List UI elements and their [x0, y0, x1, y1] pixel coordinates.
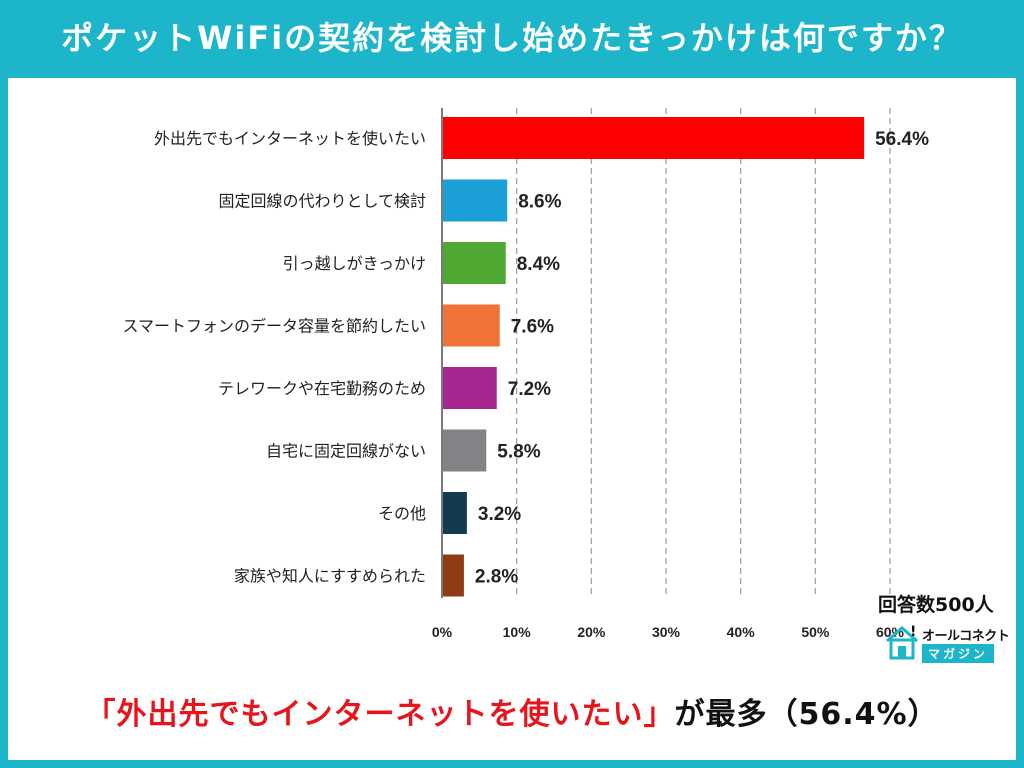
- respondent-count: 回答数500人: [878, 594, 994, 616]
- house-icon: !: [886, 624, 918, 660]
- bar: [443, 367, 497, 409]
- x-tick-label: 50%: [801, 624, 830, 640]
- category-label: その他: [378, 504, 426, 523]
- category-label: 固定回線の代わりとして検討: [218, 192, 426, 211]
- bar: [443, 117, 865, 159]
- value-label: 8.6%: [518, 192, 561, 213]
- bar: [443, 429, 487, 472]
- svg-text:!: !: [910, 624, 916, 640]
- bar: [443, 304, 500, 347]
- category-label: 自宅に固定回線がない: [266, 442, 426, 461]
- summary-text: 「外出先でもインターネットを使いたい」が最多（56.4%）: [85, 689, 938, 733]
- summary-result: が最多（56.4%）: [674, 697, 939, 732]
- x-tick-label: 40%: [727, 624, 756, 640]
- summary-banner: 「外出先でもインターネットを使いたい」が最多（56.4%）: [24, 674, 1000, 748]
- bar-chart: 外出先でもインターネットを使いたい 56.4% 固定回線の代わりとして検討 8.6% 引…: [122, 108, 929, 640]
- logo-subname: マガジン: [922, 644, 995, 663]
- x-tick-label: 0%: [432, 624, 453, 640]
- chart-panel: 外出先でもインターネットを使いたい 56.4% 固定回線の代わりとして検討 8.6% 引…: [8, 78, 1016, 760]
- category-label: 家族や知人にすすめられた: [234, 567, 426, 586]
- header-bar: ポケットWiFiの契約を検討し始めたきっかけは何ですか？: [0, 0, 1024, 72]
- category-label: 引っ越しがきっかけ: [283, 254, 426, 273]
- x-tick-label: 10%: [503, 624, 532, 640]
- brand-logo: ! オールコネクト マガジン: [884, 623, 1010, 667]
- x-axis-ticks: 0% 10% 20% 30% 40% 50% 60%: [432, 624, 905, 640]
- bars: 外出先でもインターネットを使いたい 56.4% 固定回線の代わりとして検討 8.6% 引…: [122, 117, 929, 597]
- value-label: 56.4%: [875, 129, 929, 150]
- bar: [443, 242, 506, 284]
- gridlines: [516, 108, 891, 598]
- value-label: 2.8%: [475, 567, 518, 588]
- value-label: 7.2%: [508, 379, 551, 400]
- summary-highlight: 「外出先でもインターネットを使いたい」: [85, 697, 675, 732]
- category-label: テレワークや在宅勤務のため: [218, 379, 426, 398]
- x-tick-label: 30%: [652, 624, 681, 640]
- bar: [443, 554, 464, 597]
- value-label: 8.4%: [517, 254, 560, 275]
- category-label: 外出先でもインターネットを使いたい: [154, 129, 426, 148]
- category-label: スマートフォンのデータ容量を節約したい: [122, 317, 426, 336]
- value-label: 7.6%: [511, 317, 554, 338]
- value-label: 5.8%: [497, 442, 540, 463]
- value-label: 3.2%: [478, 504, 521, 525]
- page-title: ポケットWiFiの契約を検討し始めたきっかけは何ですか？: [61, 19, 963, 57]
- logo-name: オールコネクト: [922, 629, 1010, 644]
- bar: [443, 492, 467, 534]
- x-tick-label: 60%: [876, 624, 905, 640]
- bar: [443, 179, 508, 222]
- x-tick-label: 20%: [577, 624, 606, 640]
